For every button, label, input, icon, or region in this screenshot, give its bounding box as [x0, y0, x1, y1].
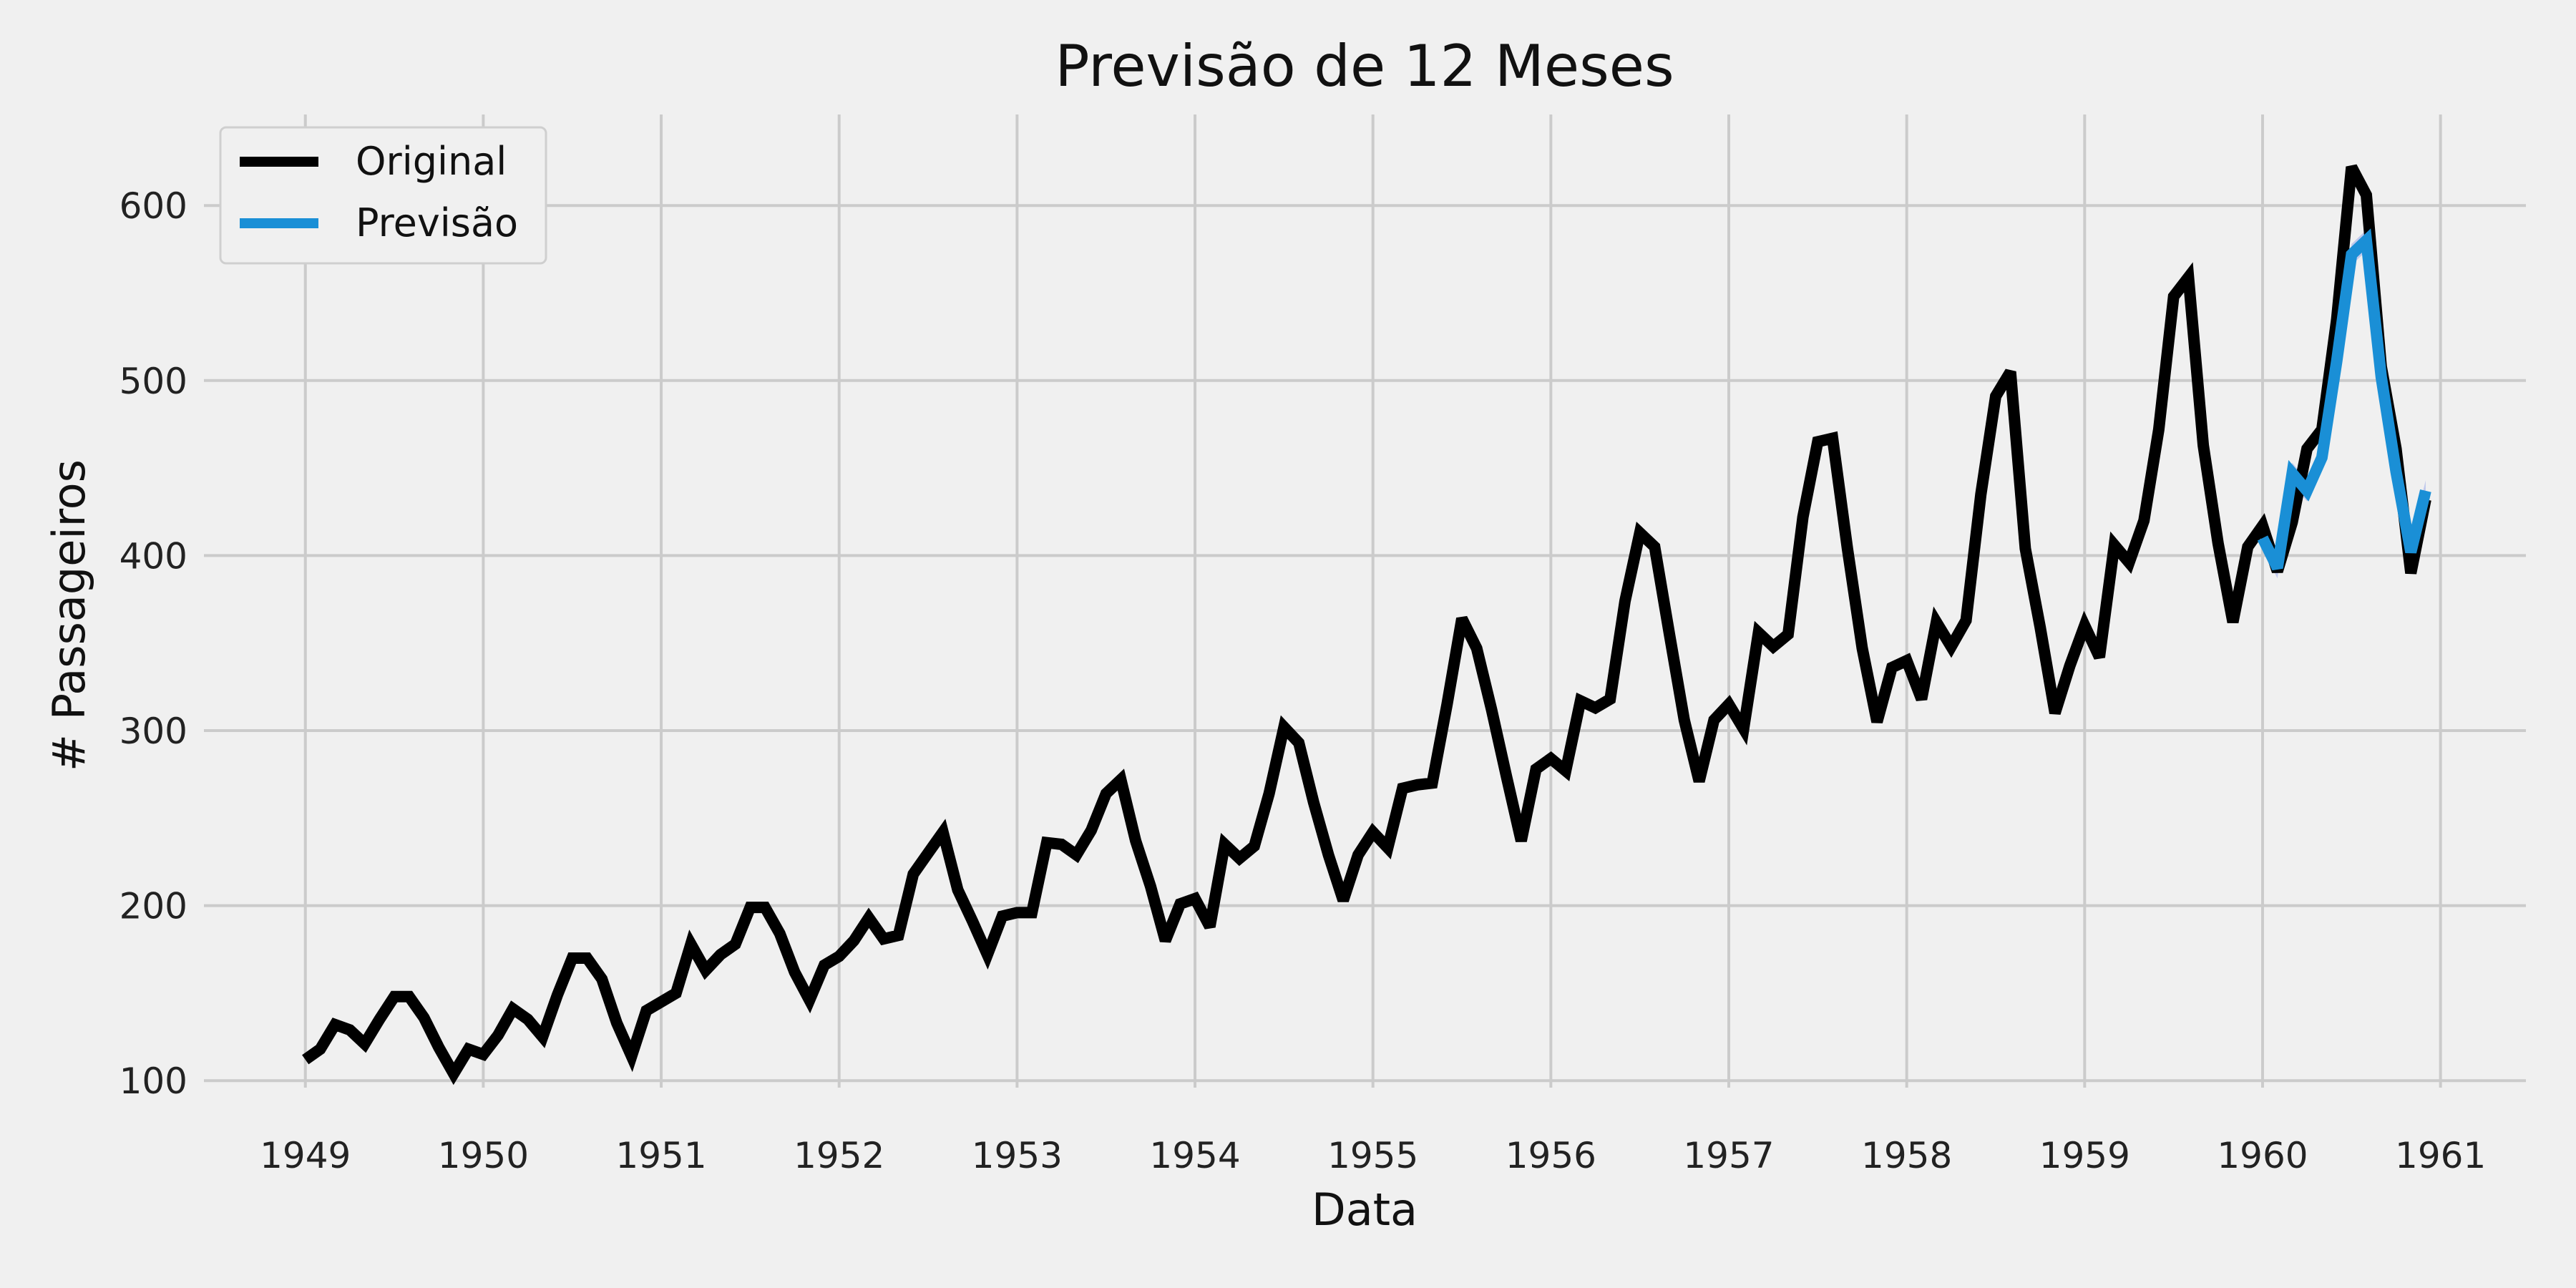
y-tick-label: 500: [119, 361, 187, 402]
grid-lines: [204, 114, 2526, 1088]
x-tick-label: 1961: [2395, 1135, 2486, 1176]
y-tick-label: 300: [119, 711, 187, 752]
x-tick-label: 1958: [1861, 1135, 1952, 1176]
x-tick-label: 1949: [260, 1135, 351, 1176]
x-tick-label: 1951: [615, 1135, 706, 1176]
series-line-forecast: [2257, 228, 2431, 571]
x-tick-label: 1956: [1506, 1135, 1596, 1176]
x-tick-label: 1952: [794, 1135, 884, 1176]
x-tick-label: 1954: [1149, 1135, 1240, 1176]
x-tick-label: 1955: [1327, 1135, 1418, 1176]
legend-label-forecast: Previsão: [356, 200, 518, 245]
y-tick-label: 600: [119, 185, 187, 227]
y-axis-ticks: 100 200 300 400 500 600: [119, 185, 187, 1102]
x-tick-label: 1960: [2217, 1135, 2308, 1176]
y-tick-label: 200: [119, 886, 187, 927]
x-tick-label: 1957: [1683, 1135, 1774, 1176]
x-axis-title: Data: [1312, 1184, 1418, 1236]
y-axis-title: # Passageiros: [43, 459, 95, 771]
legend-label-original: Original: [356, 139, 507, 184]
y-tick-label: 400: [119, 535, 187, 577]
chart-title: Previsão de 12 Meses: [1055, 33, 1674, 99]
series-lines: [302, 164, 2431, 1085]
x-tick-label: 1950: [438, 1135, 529, 1176]
legend: Original Previsão: [219, 126, 547, 265]
y-tick-label: 100: [119, 1060, 187, 1102]
series-line-original: [302, 164, 2431, 1085]
x-axis-ticks: 1949 1950 1951 1952 1953 1954 1955 1956 1957 1958…: [260, 1135, 2486, 1176]
x-tick-label: 1953: [972, 1135, 1063, 1176]
x-tick-label: 1959: [2039, 1135, 2130, 1176]
